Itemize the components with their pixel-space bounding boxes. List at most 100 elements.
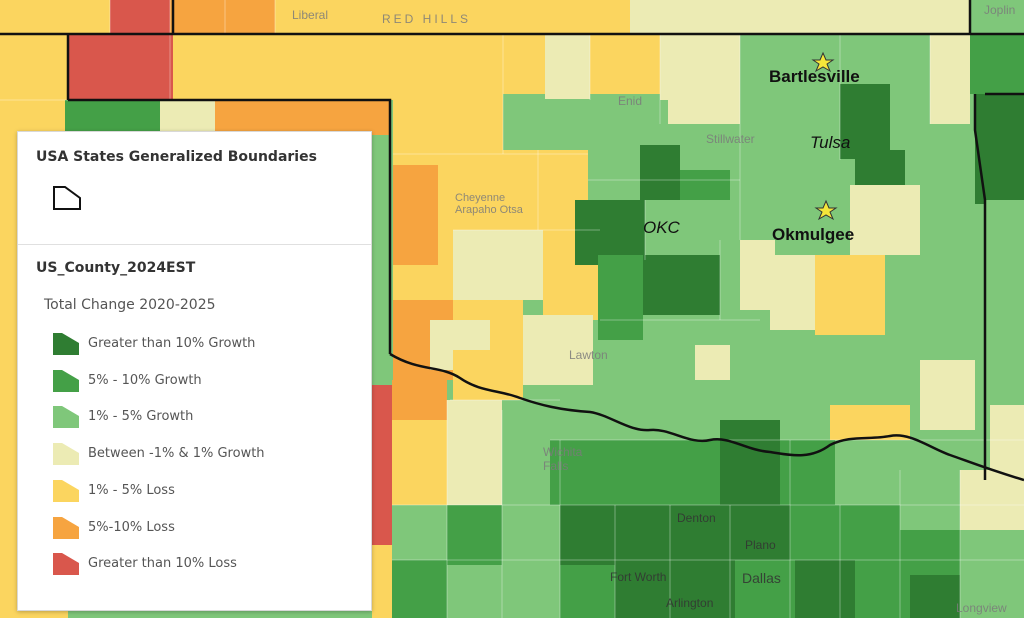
- county: [502, 565, 560, 618]
- legend-field-title: Total Change 2020-2025: [44, 297, 216, 313]
- county: [770, 255, 815, 330]
- legend-item-label: 1% - 5% Growth: [88, 409, 194, 425]
- county: [960, 470, 1024, 530]
- county: [840, 84, 890, 159]
- county: [840, 505, 900, 560]
- county: [575, 200, 645, 265]
- county: [225, 0, 275, 34]
- county: [970, 34, 1024, 94]
- county: [560, 505, 615, 565]
- county: [910, 575, 960, 618]
- county: [453, 150, 538, 230]
- county: [630, 0, 720, 34]
- legend-item-label: Between -1% & 1% Growth: [88, 446, 265, 462]
- legend-item-1-5-loss: 1% - 5% Loss: [52, 479, 352, 505]
- basemap-label-dallas: Dallas: [742, 570, 781, 586]
- basemap-label-red-hills: RED HILLS: [382, 12, 472, 26]
- county: [447, 565, 502, 618]
- legend-swatch: [53, 406, 79, 429]
- county: [392, 380, 447, 420]
- county: [835, 440, 900, 505]
- county: [675, 560, 735, 618]
- legend-item-1-5-growth: 1% - 5% Growth: [52, 405, 352, 431]
- county: [523, 315, 593, 385]
- county: [970, 0, 1024, 34]
- basemap-label-arlington: Arlington: [666, 596, 714, 610]
- county: [720, 0, 970, 34]
- county: [990, 405, 1024, 480]
- star-icon: [814, 199, 838, 221]
- county: [560, 565, 615, 618]
- county: [447, 505, 502, 565]
- legend-item-label: 5%-10% Loss: [88, 519, 175, 535]
- legend-item-neutral: Between -1% & 1% Growth: [52, 442, 352, 468]
- county: [790, 505, 840, 560]
- county: [640, 145, 680, 200]
- basemap-label-cheyenne: Cheyenne Arapaho Otsa: [455, 192, 523, 216]
- county: [960, 530, 1024, 580]
- county: [160, 100, 215, 135]
- county: [110, 0, 170, 34]
- county: [453, 350, 523, 400]
- county: [392, 505, 447, 560]
- county: [285, 100, 390, 135]
- basemap-label-enid: Enid: [618, 94, 643, 108]
- basemap-label-longview: Longview: [956, 601, 1007, 615]
- state-boundary-symbol-icon: [53, 186, 81, 210]
- legend-item-label: 5% - 10% Growth: [88, 372, 202, 388]
- state-boundary: [66, 34, 392, 354]
- legend-item-label: Greater than 10% Growth: [88, 336, 256, 351]
- county: [65, 100, 160, 135]
- city-label-tulsa: Tulsa: [810, 133, 851, 152]
- city-label-bartlesville: Bartlesville: [769, 67, 860, 86]
- county: [920, 360, 975, 430]
- legend-item-label: Greater than 10% Loss: [88, 556, 237, 572]
- state-boundary: [973, 94, 987, 480]
- legend-panel: USA States Generalized Boundaries US_Cou…: [17, 131, 372, 611]
- basemap-label-lawton: Lawton: [569, 348, 608, 362]
- county: [215, 100, 285, 135]
- legend-layer-title-counties: US_County_2024EST: [36, 260, 196, 276]
- county: [985, 200, 1024, 400]
- county: [598, 255, 643, 340]
- county: [392, 560, 447, 618]
- state-boundary: [389, 352, 1024, 482]
- star-icon: [811, 51, 835, 73]
- county: [960, 580, 1024, 618]
- county: [930, 34, 970, 124]
- basemap-label-liberal: Liberal: [292, 8, 329, 22]
- county: [453, 230, 543, 300]
- county: [740, 34, 840, 134]
- county: [660, 34, 740, 124]
- legend-item-gt10-growth: Greater than 10% Growth: [52, 332, 352, 358]
- county: [855, 560, 910, 618]
- county: [740, 240, 775, 310]
- legend-item-5-10-growth: 5% - 10% Growth: [52, 369, 352, 395]
- county: [550, 440, 610, 505]
- legend-swatch: [53, 443, 79, 466]
- basemap-label-stillwater: Stillwater: [706, 132, 755, 146]
- county: [670, 505, 730, 560]
- county: [695, 345, 730, 380]
- county: [173, 34, 393, 100]
- county: [502, 410, 552, 505]
- basemap-label-denton: Denton: [677, 511, 716, 525]
- county: [545, 34, 590, 99]
- legend-swatch: [53, 553, 79, 576]
- city-label-okc: OKC: [643, 218, 680, 237]
- legend-swatch: [53, 369, 79, 392]
- county: [372, 545, 392, 618]
- legend-item-label: 1% - 5% Loss: [88, 482, 175, 498]
- county: [372, 385, 392, 545]
- county: [640, 255, 720, 315]
- county: [590, 34, 660, 94]
- county: [610, 440, 720, 505]
- county: [68, 34, 173, 100]
- county: [170, 0, 225, 34]
- legend-swatch: [53, 333, 79, 355]
- county: [447, 400, 502, 505]
- county: [615, 505, 670, 565]
- county: [795, 560, 855, 618]
- county: [502, 505, 560, 565]
